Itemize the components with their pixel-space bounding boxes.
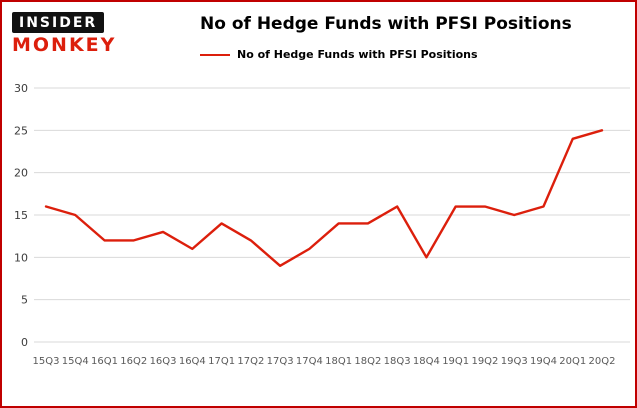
chart-header: INSIDER MONKEY No of Hedge Funds with PF… (2, 2, 635, 80)
x-axis-tick-label: 18Q3 (384, 356, 411, 367)
x-axis-tick-label: 19Q4 (530, 356, 557, 367)
x-axis-tick-label: 20Q2 (589, 356, 616, 367)
x-axis-tick-label: 19Q3 (501, 356, 528, 367)
x-axis-tick-label: 19Q2 (471, 356, 498, 367)
data-line-series (44, 129, 604, 268)
x-axis-tick-label: 15Q4 (62, 356, 89, 367)
plot-svg: 0 5 10 15 20 25 30 15Q3 15Q4 16Q1 16Q2 16Q3 16Q4 17Q1… (14, 82, 630, 367)
x-axis-tick-label: 18Q2 (354, 356, 381, 367)
line-chart: 0 5 10 15 20 25 30 15Q3 15Q4 16Q1 16Q2 16Q3 16Q4 17Q1… (2, 80, 635, 406)
x-axis-tick-label: 19Q1 (442, 356, 469, 367)
x-axis-tick-label: 16Q4 (179, 356, 206, 367)
y-axis-tick-label: 20 (14, 167, 28, 180)
legend-label: No of Hedge Funds with PFSI Positions (237, 48, 478, 62)
y-axis-tick-label: 10 (14, 251, 28, 264)
x-axis-tick-label: 17Q3 (267, 356, 294, 367)
y-axis-tick-label: 5 (21, 294, 28, 307)
x-axis-tick-label: 18Q1 (325, 356, 352, 367)
insider-monkey-logo: INSIDER MONKEY (12, 12, 117, 56)
y-axis-tick-label: 15 (14, 209, 28, 222)
x-axis-tick-label: 17Q4 (296, 356, 323, 367)
x-axis-tick-label: 20Q1 (559, 356, 586, 367)
x-axis-tick-label: 16Q2 (120, 356, 147, 367)
y-axis-tick-label: 0 (21, 336, 28, 349)
x-axis-tick-label: 16Q1 (91, 356, 118, 367)
legend-line-swatch (200, 53, 230, 56)
x-axis-tick-label: 16Q3 (150, 356, 177, 367)
x-axis-tick-label: 15Q3 (33, 356, 60, 367)
title-block: No of Hedge Funds with PFSI Positions No… (200, 12, 572, 61)
chart-title: No of Hedge Funds with PFSI Positions (200, 14, 572, 34)
x-axis-tick-label: 17Q2 (237, 356, 264, 367)
logo-monkey-text: MONKEY (12, 34, 117, 56)
x-axis-tick-label: 17Q1 (208, 356, 235, 367)
logo-insider-text: INSIDER (12, 12, 105, 33)
y-axis-tick-label: 30 (14, 82, 28, 95)
y-axis-tick-label: 25 (14, 124, 28, 137)
x-axis-tick-label: 18Q4 (413, 356, 440, 367)
chart-legend: No of Hedge Funds with PFSI Positions (200, 48, 572, 61)
